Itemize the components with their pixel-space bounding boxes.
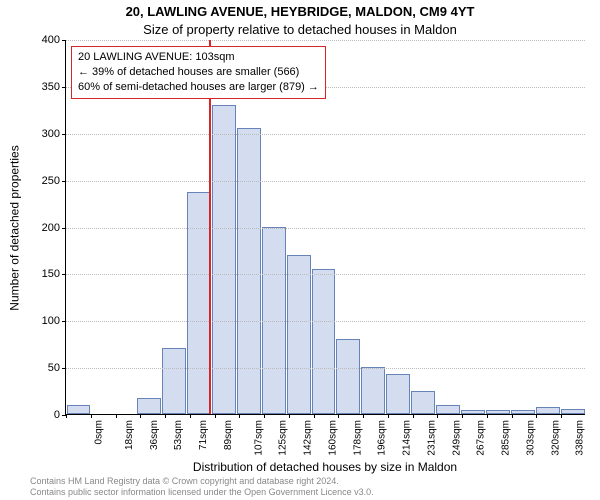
xtick-mark xyxy=(338,414,339,418)
footer-attribution: Contains HM Land Registry data © Crown c… xyxy=(30,476,374,498)
ytick-label: 200 xyxy=(20,222,60,234)
histogram-bar xyxy=(436,405,460,414)
ytick-label: 150 xyxy=(20,268,60,280)
xtick-mark xyxy=(140,414,141,418)
xtick-label: 285sqm xyxy=(501,420,512,456)
xtick-label: 320sqm xyxy=(550,420,561,456)
ytick-label: 300 xyxy=(20,128,60,140)
annotation-line2: ← 39% of detached houses are smaller (56… xyxy=(78,65,319,80)
ytick-mark xyxy=(62,134,66,135)
ytick-label: 100 xyxy=(20,315,60,327)
ytick-label: 350 xyxy=(20,81,60,93)
ytick-label: 50 xyxy=(20,362,60,374)
xtick-mark xyxy=(165,414,166,418)
histogram-bar xyxy=(361,367,385,414)
histogram-bar xyxy=(312,269,336,414)
xtick-mark xyxy=(91,414,92,418)
annotation-line3: 60% of semi-detached houses are larger (… xyxy=(78,80,319,95)
gridline xyxy=(66,368,585,369)
ytick-label: 250 xyxy=(20,175,60,187)
histogram-bar xyxy=(262,227,286,415)
xtick-mark xyxy=(388,414,389,418)
histogram-bar xyxy=(287,255,311,414)
xtick-mark xyxy=(190,414,191,418)
gridline xyxy=(66,274,585,275)
annotation-line1: 20 LAWLING AVENUE: 103sqm xyxy=(78,50,319,65)
xtick-label: 36sqm xyxy=(149,420,160,450)
histogram-bar xyxy=(162,348,186,414)
gridline xyxy=(66,181,585,182)
histogram-bar xyxy=(461,410,485,414)
gridline xyxy=(66,40,585,41)
histogram-bar xyxy=(411,391,435,414)
xtick-mark xyxy=(512,414,513,418)
ytick-mark xyxy=(62,228,66,229)
xtick-label: 160sqm xyxy=(327,420,338,456)
gridline xyxy=(66,228,585,229)
histogram-bar xyxy=(511,410,535,414)
gridline xyxy=(66,134,585,135)
xtick-label: 89sqm xyxy=(223,420,234,450)
xtick-mark xyxy=(289,414,290,418)
xtick-mark xyxy=(66,414,67,418)
histogram-bar xyxy=(137,398,161,414)
xtick-label: 53sqm xyxy=(173,420,184,450)
x-axis-label: Distribution of detached houses by size … xyxy=(65,460,585,474)
xtick-label: 231sqm xyxy=(426,420,437,456)
histogram-bar xyxy=(386,374,410,414)
xtick-mark xyxy=(239,414,240,418)
ytick-mark xyxy=(62,274,66,275)
chart-title-main: 20, LAWLING AVENUE, HEYBRIDGE, MALDON, C… xyxy=(0,4,600,19)
ytick-mark xyxy=(62,87,66,88)
xtick-mark xyxy=(116,414,117,418)
histogram-bar xyxy=(67,405,91,414)
xtick-mark xyxy=(215,414,216,418)
xtick-mark xyxy=(314,414,315,418)
footer-line2: Contains public sector information licen… xyxy=(30,487,374,498)
xtick-mark xyxy=(487,414,488,418)
xtick-label: 178sqm xyxy=(352,420,363,456)
chart-title-sub: Size of property relative to detached ho… xyxy=(0,22,600,37)
ytick-label: 400 xyxy=(20,34,60,46)
xtick-mark xyxy=(437,414,438,418)
xtick-mark xyxy=(264,414,265,418)
xtick-label: 71sqm xyxy=(198,420,209,450)
ytick-mark xyxy=(62,368,66,369)
xtick-label: 249sqm xyxy=(451,420,462,456)
xtick-label: 303sqm xyxy=(526,420,537,456)
annotation-box: 20 LAWLING AVENUE: 103sqm ← 39% of detac… xyxy=(71,46,326,99)
ytick-mark xyxy=(62,40,66,41)
histogram-bar xyxy=(536,407,560,414)
xtick-label: 267sqm xyxy=(476,420,487,456)
footer-line1: Contains HM Land Registry data © Crown c… xyxy=(30,476,374,487)
ytick-label: 0 xyxy=(20,409,60,421)
histogram-bar xyxy=(336,339,360,414)
xtick-label: 338sqm xyxy=(575,420,586,456)
histogram-bar xyxy=(187,192,211,414)
xtick-label: 125sqm xyxy=(278,420,289,456)
xtick-mark xyxy=(462,414,463,418)
xtick-label: 142sqm xyxy=(303,420,314,456)
xtick-label: 18sqm xyxy=(124,420,135,450)
xtick-mark xyxy=(413,414,414,418)
histogram-bar xyxy=(237,128,261,414)
xtick-mark xyxy=(561,414,562,418)
ytick-mark xyxy=(62,181,66,182)
plot-area: 20 LAWLING AVENUE: 103sqm ← 39% of detac… xyxy=(65,40,585,415)
xtick-label: 196sqm xyxy=(377,420,388,456)
xtick-mark xyxy=(536,414,537,418)
histogram-bar xyxy=(486,410,510,414)
ytick-mark xyxy=(62,321,66,322)
xtick-label: 214sqm xyxy=(402,420,413,456)
histogram-bar xyxy=(561,409,585,414)
xtick-label: 0sqm xyxy=(93,420,104,444)
gridline xyxy=(66,321,585,322)
xtick-label: 107sqm xyxy=(253,420,264,456)
xtick-mark xyxy=(363,414,364,418)
